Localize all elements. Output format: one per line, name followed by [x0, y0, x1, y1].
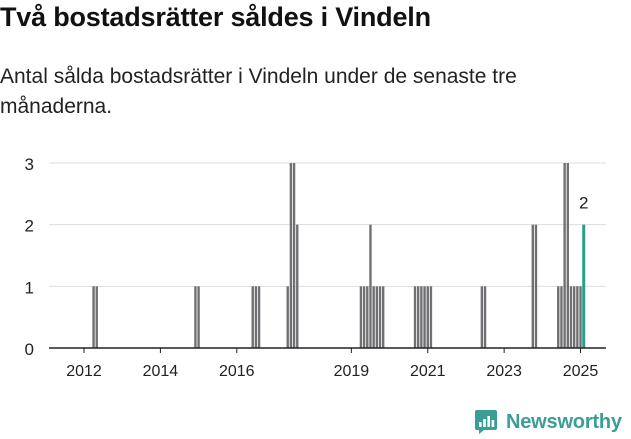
- bar: [292, 163, 296, 348]
- bar: [378, 286, 382, 348]
- bar: [366, 286, 369, 348]
- bar: [251, 286, 254, 348]
- bars: [92, 163, 586, 348]
- bar: [560, 286, 563, 348]
- y-tick-label: 2: [25, 217, 34, 236]
- x-tick-label: 2016: [219, 363, 255, 380]
- bar-chart: 0 1 2 3 2012 2014 2016 2019 2021 2023 2025 2: [25, 155, 606, 380]
- bar: [557, 286, 560, 348]
- bar: [257, 286, 261, 348]
- axes: 0 1 2 3 2012 2014 2016 2019 2021 2023 2025: [25, 155, 606, 380]
- bar: [413, 286, 417, 348]
- data-label: 2: [579, 194, 588, 213]
- bar: [197, 286, 200, 348]
- bar: [95, 286, 98, 348]
- y-tick-label: 3: [25, 155, 34, 174]
- bar: [286, 286, 289, 348]
- bar: [194, 286, 197, 348]
- bar: [289, 163, 293, 348]
- bar: [534, 224, 538, 348]
- grid-lines: [49, 162, 606, 287]
- bar: [254, 286, 258, 348]
- bar: [362, 286, 366, 348]
- x-tick-label: 2021: [410, 363, 446, 380]
- bar: [569, 286, 573, 348]
- bar: [372, 286, 375, 348]
- x-tick-label: 2012: [66, 363, 102, 380]
- newsworthy-brand: Newsworthy: [474, 406, 622, 438]
- bar: [359, 286, 363, 348]
- newsworthy-logo-icon: [475, 410, 497, 434]
- bar: [382, 286, 385, 348]
- bar: [369, 224, 372, 348]
- bar: [417, 286, 420, 348]
- bar: [429, 286, 433, 348]
- bar: [420, 286, 423, 348]
- bar: [426, 286, 429, 348]
- bar-highlight: [582, 224, 586, 348]
- x-tick-label: 2025: [563, 363, 599, 380]
- x-tick-label: 2014: [143, 363, 179, 380]
- bar: [480, 286, 484, 348]
- chart-subtitle: Antal sålda bostadsrätter i Vindeln unde…: [0, 65, 517, 118]
- bar: [576, 286, 579, 348]
- bar: [531, 224, 534, 348]
- bar: [92, 286, 95, 348]
- bar: [423, 286, 426, 348]
- bar: [572, 286, 576, 348]
- bar: [566, 163, 569, 348]
- brand-name: Newsworthy: [506, 410, 622, 433]
- y-tick-label: 1: [25, 278, 34, 297]
- bar: [375, 286, 379, 348]
- bar: [579, 286, 582, 348]
- x-tick-label: 2023: [486, 363, 522, 380]
- x-tick-label: 2019: [334, 363, 370, 380]
- bar: [296, 224, 299, 348]
- data-labels: 2: [579, 194, 588, 213]
- bar: [483, 286, 487, 348]
- chart-title: Två bostadsrätter såldes i Vindeln: [0, 2, 431, 32]
- bar: [563, 163, 566, 348]
- y-tick-label: 0: [25, 340, 34, 359]
